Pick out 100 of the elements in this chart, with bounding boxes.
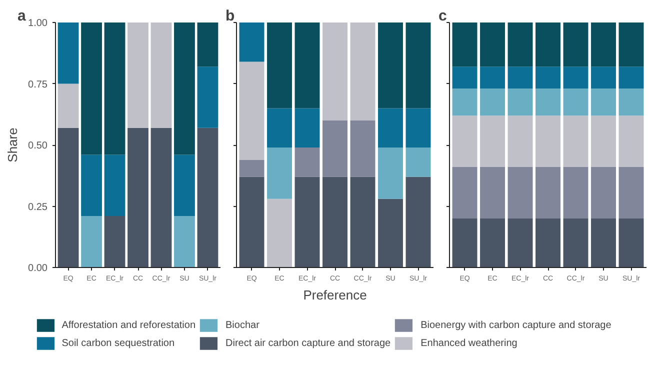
bar: [267, 108, 292, 148]
y-tick-label: 0.00: [28, 263, 48, 274]
bar: [294, 176, 320, 268]
bar: [536, 218, 560, 268]
y-tick-label: 1.00: [28, 18, 48, 29]
bar: [174, 22, 195, 155]
bar: [508, 167, 533, 218]
bar: [563, 116, 588, 168]
bar: [128, 22, 148, 128]
bar: [267, 147, 292, 199]
bar: [618, 88, 644, 116]
bar: [480, 116, 505, 168]
bar: [480, 88, 505, 116]
bar: [350, 120, 376, 177]
legend-label: Soil carbon sequestration: [62, 338, 175, 348]
bar: [174, 216, 195, 268]
bar: [294, 147, 320, 177]
bar: [58, 22, 79, 84]
bar: [267, 198, 292, 268]
bar: [58, 128, 79, 268]
bar: [618, 167, 644, 218]
bar: [591, 167, 616, 218]
bar: [452, 167, 478, 218]
bar: [536, 66, 560, 89]
y-axis-title: Share: [5, 128, 20, 162]
legend-label: Direct air carbon capture and storage: [226, 338, 391, 348]
bar: [536, 167, 560, 218]
bar: [378, 22, 403, 108]
bar: [591, 22, 616, 67]
bar: [452, 66, 478, 89]
bar: [591, 218, 616, 268]
bar: [618, 218, 644, 268]
bar: [58, 84, 79, 128]
bar: [104, 154, 126, 216]
bar: [350, 22, 376, 120]
x-axis-title: Preference: [303, 288, 367, 302]
legend-label: Enhanced weathering: [420, 338, 518, 348]
bar: [197, 22, 218, 67]
bar: [267, 22, 292, 108]
bar: [508, 116, 533, 168]
chart-title: a: [18, 8, 26, 24]
bar: [480, 218, 505, 268]
bar: [239, 62, 264, 160]
bar: [378, 108, 403, 148]
bar: [563, 218, 588, 268]
bar: [563, 167, 588, 218]
bar: [294, 108, 320, 148]
bar: [618, 66, 644, 89]
bar: [322, 22, 348, 120]
bar: [406, 108, 431, 148]
bar: [322, 120, 348, 177]
y-tick-label: 0.50: [28, 140, 48, 152]
chart-title: b: [226, 8, 235, 24]
bar: [294, 22, 320, 108]
bar: [591, 88, 616, 116]
y-tick-label: 0.75: [28, 79, 48, 90]
bar: [563, 66, 588, 89]
bar: [591, 116, 616, 168]
legend-label: Biochar: [226, 320, 260, 330]
bar: [150, 128, 172, 268]
chart-title: c: [438, 8, 447, 24]
bar: [81, 22, 102, 155]
bar: [618, 116, 644, 168]
bar: [508, 218, 533, 268]
bar: [452, 88, 478, 116]
bar: [197, 66, 218, 128]
bar: [174, 154, 195, 216]
bar: [508, 22, 533, 67]
bar: [150, 22, 172, 128]
bar: [239, 22, 264, 62]
bar: [452, 218, 478, 268]
bar: [452, 116, 478, 168]
bar: [81, 154, 102, 216]
bar: [406, 147, 431, 177]
bar: [618, 22, 644, 67]
bar: [128, 128, 148, 268]
y-tick-label: 0.25: [28, 202, 48, 213]
bar: [322, 176, 348, 268]
bar: [536, 88, 560, 116]
bar: [563, 88, 588, 116]
bar: [480, 22, 505, 67]
bar: [406, 176, 431, 268]
bar: [81, 216, 102, 268]
bar: [239, 176, 264, 268]
bar: [452, 22, 478, 67]
bar: [591, 66, 616, 89]
bar: [104, 216, 126, 268]
bar: [536, 116, 560, 168]
legend-label: Bioenergy with carbon capture and storage: [420, 320, 612, 330]
bar: [508, 66, 533, 89]
bar: [104, 22, 126, 155]
bar: [378, 198, 403, 268]
bar: [508, 88, 533, 116]
bar: [350, 176, 376, 268]
bar: [239, 160, 264, 177]
bar: [378, 147, 403, 199]
bar: [480, 66, 505, 89]
bar: [406, 22, 431, 108]
legend-label: Afforestation and reforestation: [62, 320, 196, 330]
bar: [197, 128, 218, 268]
